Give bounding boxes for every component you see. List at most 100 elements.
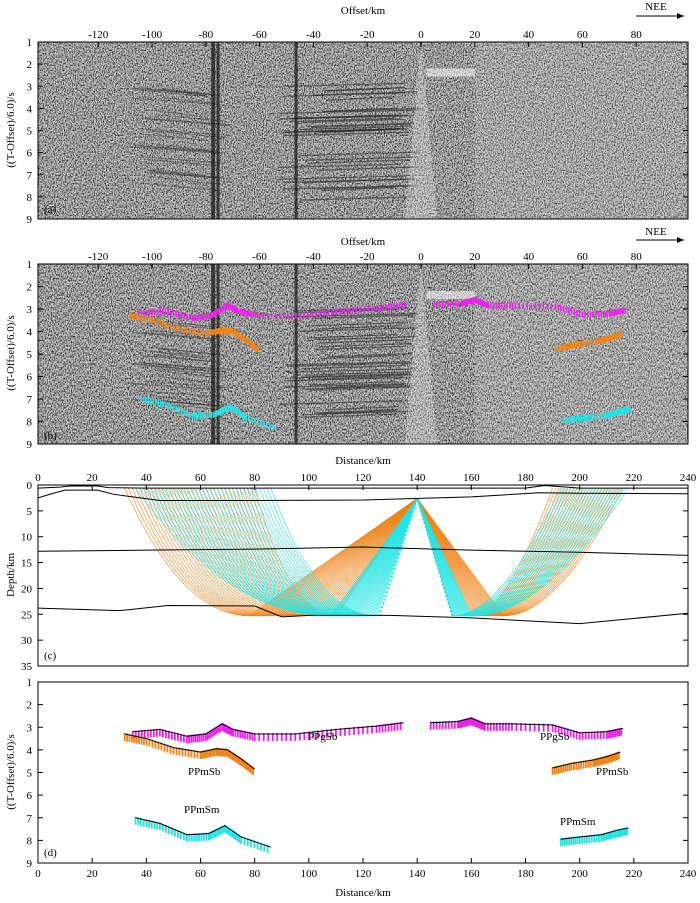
tick-label-offset: -40: [306, 29, 321, 41]
tick-label-time: 2: [27, 700, 33, 712]
reflector-band: [325, 405, 399, 411]
reflector-band: [316, 408, 399, 414]
panel-d-xlabel: Distance/km: [335, 887, 391, 899]
bright-band: [426, 291, 475, 299]
panel-c: 0 20 40 60 80 100 120 140 160 180 200 220 240 0 5 10 15 2…: [5, 455, 697, 673]
panel-b-label: (b): [44, 430, 57, 442]
panel-a: -120 -100 -80 -60 -40 -20 0 20 40 60 80 1 2 3 4 5 6 7 8 9 O…: [5, 1, 689, 226]
tick-label-distance: 20: [87, 472, 99, 484]
tick-label-time: 7: [27, 394, 33, 406]
reflector-band: [320, 354, 399, 360]
tick-label-offset: -100: [142, 251, 163, 263]
tick-label-distance: 80: [249, 472, 261, 484]
tick-label-depth: 20: [21, 583, 33, 595]
reflector-band: [139, 362, 214, 370]
reflector-band: [155, 347, 218, 355]
tick-label-distance: 200: [571, 472, 588, 484]
noise-stripe: [216, 42, 220, 219]
tick-label-distance: 220: [626, 472, 643, 484]
reflector-band: [137, 87, 211, 95]
tick-label-distance: 20: [87, 868, 99, 880]
reflector-band: [299, 125, 411, 131]
panel-c-ylabel: Depth/km: [5, 553, 17, 597]
panel-b-seismic: [38, 264, 688, 444]
noise-stripe: [211, 264, 216, 444]
ray-path: [416, 487, 629, 617]
ray-path: [124, 487, 418, 617]
tick-label-depth: 10: [21, 532, 33, 544]
tick-label-time: 5: [27, 768, 33, 780]
far-offset-zone: [474, 42, 688, 219]
reflector-band: [289, 114, 399, 119]
tick-label-depth: 0: [27, 480, 33, 492]
tick-label-time: 8: [27, 417, 33, 429]
reflector-band: [299, 196, 416, 201]
panel-d-background: [38, 682, 688, 863]
tick-label-time: 1: [27, 37, 33, 49]
tick-label-offset: 60: [577, 29, 589, 41]
tick-label-time: 6: [27, 790, 33, 802]
reflector-band: [283, 131, 409, 137]
panel-d-axes: 0 20 40 60 80 100 120 140 160 180 200 220 240 1 2 3 4 5 6 7…: [27, 677, 697, 880]
tick-label-offset: 80: [631, 251, 643, 263]
tick-label-offset: -80: [198, 29, 213, 41]
tick-label-time: 9: [27, 214, 33, 226]
panel-b-direction-label: NEE: [645, 226, 667, 238]
calculated-curve: [135, 817, 272, 848]
reflector-band: [314, 345, 405, 351]
tick-label-time: 3: [27, 722, 33, 734]
tick-label-offset: -80: [198, 251, 213, 263]
tick-label-time: 6: [27, 372, 33, 384]
reflector-band: [139, 89, 208, 98]
tick-label-distance: 140: [409, 472, 426, 484]
panel-b-axes: -120 -100 -80 -60 -40 -20 0 20 40 60 80 1 2 3 4 5 6 7 8 9: [27, 251, 688, 451]
noise-stripe: [294, 264, 298, 444]
reflector-band: [158, 375, 218, 384]
tick-label-depth: 30: [21, 635, 33, 647]
reflector-band: [150, 171, 217, 179]
reflector-band: [284, 127, 400, 133]
panel-a-direction-label: NEE: [645, 1, 667, 13]
reflector-band: [127, 382, 224, 391]
panel-b-direction-arrowhead: [677, 237, 684, 243]
reflector-band: [156, 351, 207, 360]
bright-band: [426, 68, 475, 77]
reflector-band: [316, 185, 413, 190]
reflector-band: [312, 375, 402, 380]
reflector-band: [323, 86, 406, 92]
reflector-band: [143, 332, 221, 340]
reflector-band: [156, 144, 217, 152]
ray-path: [131, 487, 418, 617]
reflector-band: [307, 159, 411, 164]
reflector-band: [325, 107, 397, 112]
reflector-band: [285, 82, 406, 88]
reflector-band: [277, 163, 401, 169]
reflector-band: [138, 145, 225, 154]
panel-a-seismic: [38, 42, 688, 219]
reflector-band: [160, 348, 228, 357]
noise-stripe: [216, 264, 220, 444]
reflector-band: [293, 307, 410, 312]
reflector-band: [300, 413, 398, 419]
reflector-band: [143, 158, 217, 167]
reflector-band: [140, 354, 222, 363]
reflector-band: [141, 362, 231, 370]
calculated-curve: [552, 751, 621, 769]
tick-label-time: 8: [27, 192, 33, 204]
reflector-band: [308, 381, 398, 386]
reflector-band: [147, 183, 217, 191]
phase-label-ppmsb-left: PPmSb: [188, 766, 221, 778]
tick-label-time: 5: [27, 349, 33, 361]
reflector-band: [141, 156, 225, 164]
tick-label-time: 6: [27, 148, 33, 160]
reflector-band: [283, 312, 419, 318]
reflector-band: [305, 156, 419, 161]
reflector-band: [279, 400, 403, 405]
tick-label-offset: 0: [418, 29, 424, 41]
calculated-curve: [132, 722, 404, 737]
phase-label-ppmsm-right: PPmSm: [560, 816, 596, 828]
reflector-band: [326, 352, 413, 358]
panel-b-offset-title: Offset/km: [341, 236, 386, 248]
reflector-band: [139, 128, 232, 137]
tick-label-distance: 60: [195, 868, 207, 880]
